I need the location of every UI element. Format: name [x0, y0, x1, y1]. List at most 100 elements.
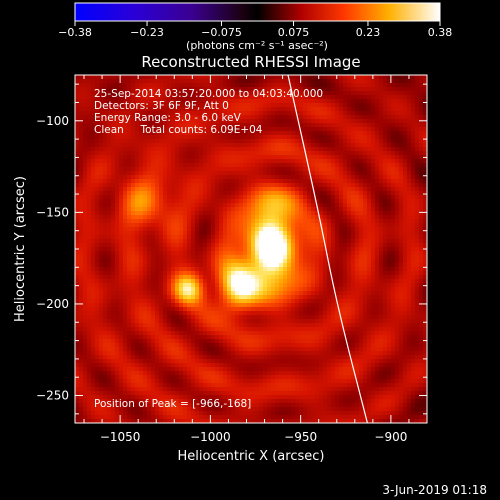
image-pixel: [383, 247, 388, 252]
image-pixel: [131, 263, 136, 268]
image-pixel: [391, 107, 396, 112]
image-pixel: [307, 255, 312, 260]
image-pixel: [211, 179, 216, 184]
image-pixel: [359, 175, 364, 180]
image-pixel: [227, 79, 232, 84]
image-pixel: [147, 95, 152, 100]
image-pixel: [91, 187, 96, 192]
image-pixel: [295, 191, 300, 196]
image-pixel: [215, 163, 220, 168]
image-pixel: [287, 291, 292, 296]
image-pixel: [143, 159, 148, 164]
image-pixel: [235, 291, 240, 296]
image-pixel: [287, 147, 292, 152]
image-pixel: [259, 251, 264, 256]
image-pixel: [179, 163, 184, 168]
image-pixel: [239, 163, 244, 168]
image-pixel: [215, 107, 220, 112]
image-pixel: [251, 147, 256, 152]
image-pixel: [295, 91, 300, 96]
image-pixel: [391, 91, 396, 96]
image-pixel: [303, 247, 308, 252]
image-pixel: [327, 271, 332, 276]
image-pixel: [183, 175, 188, 180]
image-pixel: [175, 271, 180, 276]
image-pixel: [119, 243, 124, 248]
image-pixel: [319, 167, 324, 172]
image-pixel: [367, 227, 372, 232]
image-pixel: [287, 111, 292, 116]
image-pixel: [323, 207, 328, 212]
image-pixel: [127, 207, 132, 212]
image-pixel: [99, 219, 104, 224]
image-pixel: [211, 131, 216, 136]
image-pixel: [179, 231, 184, 236]
image-pixel: [255, 187, 260, 192]
image-pixel: [355, 215, 360, 220]
image-pixel: [391, 195, 396, 200]
image-pixel: [315, 83, 320, 88]
image-pixel: [319, 255, 324, 260]
image-pixel: [151, 119, 156, 124]
image-pixel: [163, 263, 168, 268]
image-pixel: [395, 251, 400, 256]
image-pixel: [367, 199, 372, 204]
image-pixel: [307, 251, 312, 256]
image-pixel: [175, 151, 180, 156]
image-pixel: [351, 219, 356, 224]
image-pixel: [359, 215, 364, 220]
image-pixel: [83, 251, 88, 256]
image-pixel: [399, 263, 404, 268]
image-pixel: [231, 187, 236, 192]
image-pixel: [267, 271, 272, 276]
image-pixel: [351, 75, 356, 80]
image-pixel: [347, 215, 352, 220]
image-pixel: [343, 271, 348, 276]
image-pixel: [423, 251, 427, 256]
image-pixel: [303, 211, 308, 216]
image-pixel: [407, 143, 412, 148]
image-pixel: [215, 235, 220, 240]
image-pixel: [163, 119, 168, 124]
image-pixel: [95, 111, 100, 116]
image-pixel: [87, 99, 92, 104]
image-pixel: [295, 119, 300, 124]
image-pixel: [155, 231, 160, 236]
image-pixel: [299, 287, 304, 292]
image-pixel: [351, 95, 356, 100]
image-pixel: [95, 143, 100, 148]
image-pixel: [243, 175, 248, 180]
image-pixel: [415, 199, 420, 204]
image-pixel: [143, 111, 148, 116]
image-pixel: [323, 187, 328, 192]
image-pixel: [95, 155, 100, 160]
image-pixel: [195, 203, 200, 208]
image-pixel: [383, 111, 388, 116]
image-pixel: [419, 243, 424, 248]
image-pixel: [91, 207, 96, 212]
image-pixel: [111, 83, 116, 88]
image-pixel: [335, 207, 340, 212]
image-pixel: [219, 135, 224, 140]
image-pixel: [231, 271, 236, 276]
image-pixel: [95, 99, 100, 104]
image-pixel: [171, 243, 176, 248]
image-pixel: [379, 115, 384, 120]
image-pixel: [215, 75, 220, 80]
image-pixel: [195, 195, 200, 200]
image-pixel: [311, 131, 316, 136]
image-pixel: [151, 75, 156, 80]
image-pixel: [143, 135, 148, 140]
image-pixel: [103, 283, 108, 288]
image-pixel: [355, 203, 360, 208]
image-pixel: [227, 91, 232, 96]
image-pixel: [183, 195, 188, 200]
image-pixel: [403, 143, 408, 148]
image-pixel: [307, 139, 312, 144]
image-pixel: [299, 119, 304, 124]
image-pixel: [343, 243, 348, 248]
image-pixel: [383, 115, 388, 120]
image-pixel: [247, 183, 252, 188]
image-pixel: [291, 87, 296, 92]
image-pixel: [143, 259, 148, 264]
